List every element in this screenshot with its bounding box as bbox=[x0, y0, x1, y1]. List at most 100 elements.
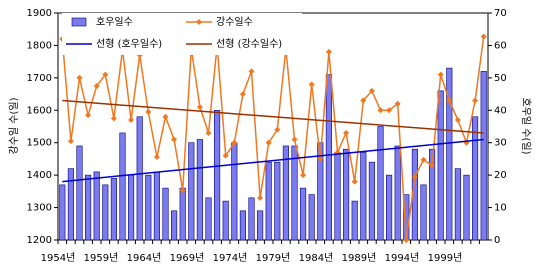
x-tick-label: 1999년 bbox=[428, 252, 463, 264]
marker bbox=[429, 162, 436, 169]
marker bbox=[85, 112, 92, 119]
bar bbox=[128, 174, 135, 241]
marker bbox=[317, 155, 324, 162]
marker bbox=[308, 81, 315, 88]
bar bbox=[437, 90, 444, 241]
bar bbox=[222, 200, 229, 241]
y-tick-label: 1900 bbox=[27, 8, 52, 19]
bar bbox=[325, 74, 332, 241]
marker bbox=[454, 117, 461, 124]
legend-swatch bbox=[71, 17, 87, 27]
marker bbox=[205, 129, 212, 136]
y-tick-label: 1700 bbox=[27, 73, 52, 84]
marker bbox=[76, 74, 83, 81]
line bbox=[61, 36, 485, 241]
y2-tick-label: 0 bbox=[494, 235, 500, 246]
bar bbox=[67, 168, 74, 241]
legend-box bbox=[62, 13, 302, 55]
marker bbox=[368, 87, 375, 94]
y2-axis-label: 호우일 수(일) bbox=[520, 98, 532, 155]
marker bbox=[257, 194, 264, 201]
y2-tick-label: 10 bbox=[494, 203, 507, 214]
bar bbox=[214, 109, 221, 241]
y-tick-label: 1800 bbox=[27, 40, 52, 51]
marker bbox=[128, 117, 135, 124]
marker bbox=[93, 82, 100, 89]
x-tick-label: 1974년 bbox=[213, 252, 248, 264]
x-tick-label: 1959년 bbox=[84, 252, 119, 264]
bar bbox=[231, 142, 238, 241]
bar bbox=[102, 184, 109, 241]
y2-tick-label: 30 bbox=[494, 138, 507, 149]
marker bbox=[222, 152, 229, 159]
marker bbox=[274, 126, 281, 133]
bar bbox=[308, 194, 315, 241]
marker bbox=[291, 136, 298, 143]
marker bbox=[360, 97, 367, 104]
y-tick-label: 1500 bbox=[27, 138, 52, 149]
marker bbox=[67, 138, 74, 145]
legend-label: 선형 (강수일수) bbox=[216, 38, 282, 50]
marker bbox=[145, 108, 152, 115]
marker bbox=[231, 139, 238, 146]
bar bbox=[119, 132, 126, 241]
bar bbox=[429, 148, 436, 241]
y2-tick-label: 40 bbox=[494, 105, 507, 116]
marker bbox=[102, 71, 109, 78]
y-tick-label: 1600 bbox=[27, 105, 52, 116]
bar bbox=[386, 174, 393, 241]
x-tick-label: 1994년 bbox=[385, 252, 420, 264]
marker bbox=[265, 139, 272, 146]
bar bbox=[317, 142, 324, 241]
trendline bbox=[62, 138, 484, 183]
marker bbox=[248, 68, 255, 75]
bar bbox=[179, 187, 186, 241]
marker bbox=[420, 156, 427, 163]
marker bbox=[171, 136, 178, 143]
bar bbox=[454, 168, 461, 241]
bar bbox=[85, 174, 92, 241]
y-tick-label: 1400 bbox=[27, 170, 52, 181]
x-tick-label: 1979년 bbox=[256, 252, 291, 264]
marker bbox=[110, 115, 117, 122]
bar bbox=[110, 178, 117, 241]
marker bbox=[472, 97, 479, 104]
marker bbox=[403, 237, 410, 243]
y-tick-label: 1200 bbox=[27, 235, 52, 246]
marker bbox=[394, 100, 401, 107]
bar bbox=[343, 148, 350, 241]
bar bbox=[153, 171, 160, 241]
y2-tick-label: 20 bbox=[494, 170, 507, 181]
marker bbox=[437, 71, 444, 78]
bar bbox=[188, 142, 195, 241]
bar bbox=[257, 210, 264, 241]
bar bbox=[351, 200, 358, 241]
marker bbox=[239, 91, 246, 98]
marker bbox=[351, 178, 358, 185]
trendline bbox=[62, 99, 484, 134]
bar bbox=[171, 210, 178, 241]
x-tick-label: 1969년 bbox=[170, 252, 205, 264]
marker bbox=[325, 48, 332, 55]
bar bbox=[162, 187, 169, 241]
bar bbox=[463, 174, 470, 241]
bar bbox=[205, 197, 212, 241]
bar bbox=[59, 184, 66, 241]
bar bbox=[446, 67, 453, 241]
bar bbox=[377, 126, 384, 241]
bar bbox=[136, 116, 143, 241]
bar bbox=[472, 116, 479, 241]
marker bbox=[386, 107, 393, 114]
bar bbox=[282, 145, 289, 241]
bar bbox=[420, 184, 427, 241]
x-tick-label: 1954년 bbox=[41, 252, 76, 264]
bar bbox=[196, 139, 203, 241]
y-tick-label: 1300 bbox=[27, 203, 52, 214]
bar bbox=[334, 152, 341, 241]
bar bbox=[274, 161, 281, 241]
legend-label: 선형 (호우일수) bbox=[96, 38, 162, 50]
marker bbox=[446, 97, 453, 104]
marker bbox=[343, 129, 350, 136]
bar bbox=[368, 161, 375, 241]
